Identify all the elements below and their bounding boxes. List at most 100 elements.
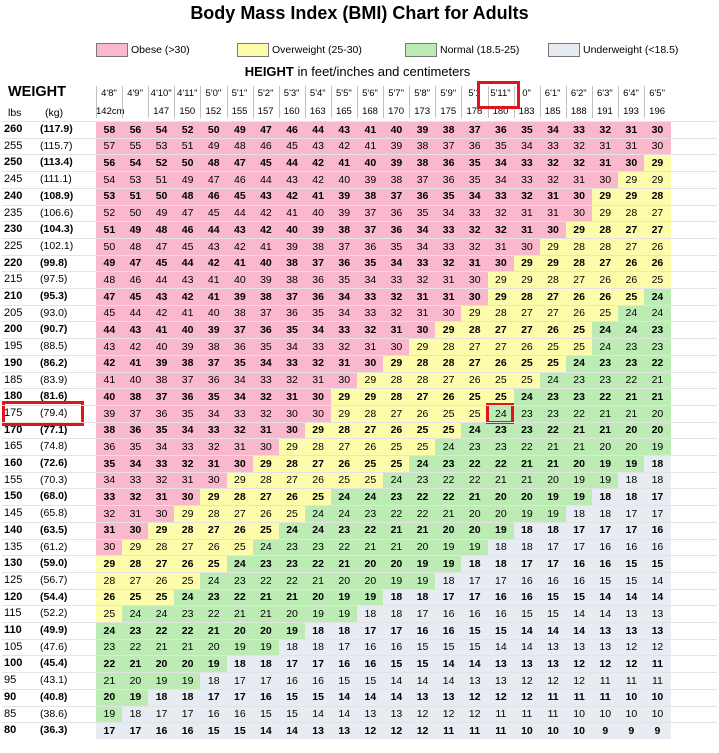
bmi-cell: 17 bbox=[148, 705, 175, 723]
bmi-cell: 24 bbox=[618, 304, 645, 322]
height-ft-label: 5'3" bbox=[283, 88, 300, 99]
bmi-cell: 38 bbox=[409, 137, 436, 155]
bmi-cell: 34 bbox=[252, 354, 280, 373]
bmi-cell: 54 bbox=[148, 121, 175, 139]
bmi-cell: 23 bbox=[383, 488, 410, 506]
bmi-cell: 38 bbox=[304, 237, 332, 256]
legend-underweight-label: Underweight (<18.5) bbox=[583, 44, 679, 56]
bmi-cell: 19 bbox=[435, 555, 462, 573]
height-cm-label: 150 bbox=[179, 106, 196, 117]
bmi-cell: 32 bbox=[591, 121, 619, 139]
bmi-cell: 22 bbox=[409, 505, 436, 523]
bmi-cell: 19 bbox=[565, 488, 593, 506]
bmi-cell: 16 bbox=[148, 722, 175, 740]
bmi-cell: 23 bbox=[539, 404, 567, 423]
weight-lbs-label: 180 bbox=[4, 390, 23, 403]
row-divider bbox=[2, 605, 717, 606]
bmi-cell: 23 bbox=[539, 388, 567, 406]
bmi-cell: 19 bbox=[435, 538, 462, 556]
bmi-cell: 17 bbox=[618, 505, 645, 523]
bmi-cell: 39 bbox=[330, 204, 358, 222]
bmi-cell: 18 bbox=[174, 688, 201, 707]
bmi-cell: 21 bbox=[330, 555, 358, 573]
bmi-cell: 34 bbox=[409, 237, 436, 256]
bmi-cell: 10 bbox=[644, 688, 671, 707]
weight-lbs-label: 195 bbox=[4, 340, 23, 353]
bmi-cell: 14 bbox=[591, 605, 619, 623]
height-cm-label: 163 bbox=[309, 106, 326, 117]
bmi-cell: 18 bbox=[304, 638, 332, 656]
bmi-cell: 31 bbox=[304, 371, 332, 389]
row-divider bbox=[2, 622, 717, 623]
bmi-cell: 25 bbox=[383, 438, 410, 456]
bmi-cell: 40 bbox=[278, 221, 306, 239]
bmi-cell: 24 bbox=[618, 321, 645, 339]
bmi-cell: 25 bbox=[513, 371, 541, 389]
bmi-cell: 30 bbox=[461, 288, 489, 306]
weight-kg-label: (95.3) bbox=[40, 290, 68, 302]
bmi-cell: 38 bbox=[435, 121, 462, 139]
bmi-cell: 24 bbox=[513, 388, 541, 406]
bmi-cell: 15 bbox=[539, 605, 567, 623]
bmi-cell: 39 bbox=[330, 187, 358, 206]
column-divider bbox=[435, 86, 436, 118]
bmi-cell: 16 bbox=[435, 622, 462, 640]
bmi-cell: 41 bbox=[330, 154, 358, 172]
bmi-cell: 34 bbox=[304, 321, 332, 339]
bmi-cell: 13 bbox=[435, 688, 462, 707]
bmi-cell: 28 bbox=[330, 421, 358, 439]
bmi-cell: 17 bbox=[304, 655, 332, 673]
bmi-cell: 29 bbox=[122, 538, 149, 556]
bmi-cell: 14 bbox=[357, 688, 384, 707]
bmi-cell: 32 bbox=[148, 471, 175, 489]
bmi-cell: 52 bbox=[174, 121, 201, 139]
bmi-cell: 20 bbox=[513, 488, 541, 506]
bmi-cell: 17 bbox=[644, 505, 671, 523]
weight-lbs-label: 255 bbox=[4, 139, 23, 152]
bmi-cell: 19 bbox=[591, 471, 619, 489]
bmi-cell: 27 bbox=[618, 237, 645, 256]
bmi-cell: 30 bbox=[122, 521, 149, 540]
row-divider bbox=[2, 171, 717, 172]
height-cm-label: 185 bbox=[544, 106, 561, 117]
bmi-cell: 33 bbox=[487, 187, 515, 206]
bmi-cell: 11 bbox=[644, 672, 671, 690]
height-cm-label: 175 bbox=[440, 106, 457, 117]
bmi-cell: 49 bbox=[148, 204, 175, 222]
bmi-cell: 27 bbox=[539, 288, 567, 306]
height-cm-label: 170 bbox=[388, 106, 405, 117]
bmi-cell: 11 bbox=[565, 688, 593, 707]
weight-kg-label: (88.5) bbox=[40, 340, 68, 353]
bmi-cell: 26 bbox=[513, 338, 541, 356]
bmi-cell: 18 bbox=[200, 672, 228, 690]
bmi-cell: 29 bbox=[148, 521, 175, 540]
height-cm-label: 160 bbox=[283, 106, 300, 117]
bmi-cell: 16 bbox=[487, 605, 515, 623]
bmi-cell: 40 bbox=[330, 171, 358, 189]
bmi-cell: 43 bbox=[330, 121, 358, 139]
bmi-cell: 24 bbox=[591, 338, 619, 356]
bmi-cell: 31 bbox=[618, 137, 645, 155]
bmi-cell: 16 bbox=[252, 688, 280, 707]
bmi-cell: 49 bbox=[174, 171, 201, 189]
bmi-cell: 25 bbox=[487, 371, 515, 389]
bmi-cell: 25 bbox=[591, 304, 619, 322]
bmi-cell: 13 bbox=[383, 705, 410, 723]
bmi-cell: 28 bbox=[148, 538, 175, 556]
bmi-cell: 14 bbox=[278, 722, 306, 740]
bmi-cell: 18 bbox=[304, 622, 332, 640]
bmi-cell: 14 bbox=[409, 672, 436, 690]
bmi-cell: 13 bbox=[591, 622, 619, 640]
bmi-cell: 48 bbox=[96, 271, 123, 289]
height-cm-label: 157 bbox=[257, 106, 274, 117]
bmi-cell: 30 bbox=[200, 471, 228, 489]
bmi-cell: 22 bbox=[226, 588, 254, 606]
bmi-cell: 29 bbox=[461, 304, 489, 322]
bmi-cell: 21 bbox=[383, 521, 410, 540]
bmi-cell: 25 bbox=[304, 488, 332, 506]
bmi-cell: 25 bbox=[565, 338, 593, 356]
bmi-cell: 29 bbox=[513, 254, 541, 272]
bmi-cell: 28 bbox=[200, 505, 228, 523]
bmi-cell: 30 bbox=[644, 137, 671, 155]
weight-kg-label: (74.8) bbox=[40, 440, 68, 453]
